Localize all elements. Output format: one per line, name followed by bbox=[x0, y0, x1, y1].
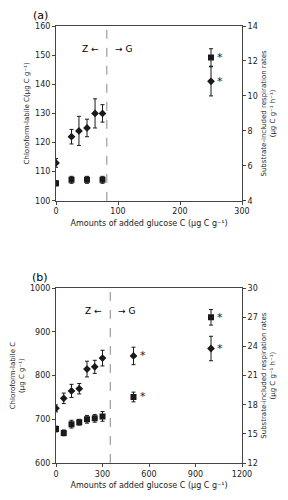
svg-text:Chloroform-labile C(μg C g⁻¹): Chloroform-labile C(μg C g⁻¹) bbox=[9, 342, 26, 410]
svg-text:*: * bbox=[217, 342, 223, 355]
svg-text:*: * bbox=[217, 311, 223, 324]
svg-text:10: 10 bbox=[248, 92, 258, 101]
svg-text:24: 24 bbox=[248, 342, 258, 351]
svg-text:30: 30 bbox=[248, 284, 258, 293]
svg-text:4: 4 bbox=[248, 197, 253, 206]
svg-text:160: 160 bbox=[35, 22, 50, 31]
svg-text:Substrate-included respiration: Substrate-included respiration rates(μg … bbox=[260, 312, 277, 439]
svg-text:*: * bbox=[217, 51, 223, 64]
svg-text:(a): (a) bbox=[33, 9, 48, 22]
svg-text:600: 600 bbox=[35, 459, 50, 468]
svg-text:300: 300 bbox=[234, 207, 249, 216]
svg-text:900: 900 bbox=[188, 470, 203, 479]
svg-text:130: 130 bbox=[35, 109, 50, 118]
svg-text:700: 700 bbox=[35, 415, 50, 424]
svg-text:Z ←: Z ← bbox=[85, 306, 102, 316]
svg-text:0: 0 bbox=[53, 470, 58, 479]
svg-text:200: 200 bbox=[172, 207, 187, 216]
svg-text:14: 14 bbox=[248, 22, 258, 31]
svg-text:100: 100 bbox=[110, 207, 125, 216]
svg-text:*: * bbox=[217, 75, 223, 88]
svg-text:300: 300 bbox=[95, 470, 110, 479]
svg-text:110: 110 bbox=[35, 167, 50, 176]
svg-text:1200: 1200 bbox=[232, 470, 252, 479]
svg-text:100: 100 bbox=[35, 197, 50, 206]
svg-text:Z ←: Z ← bbox=[82, 44, 99, 54]
svg-text:15: 15 bbox=[248, 430, 258, 439]
svg-text:800: 800 bbox=[35, 371, 50, 380]
svg-text:Amounts of added glucose C (μg: Amounts of added glucose C (μg C g⁻¹) bbox=[70, 481, 227, 490]
svg-text:→ G: → G bbox=[118, 306, 135, 316]
svg-text:600: 600 bbox=[141, 470, 156, 479]
svg-text:Chloroform-labile C(μg C g⁻¹): Chloroform-labile C(μg C g⁻¹) bbox=[23, 62, 31, 164]
svg-text:12: 12 bbox=[248, 57, 258, 66]
svg-text:6: 6 bbox=[248, 162, 253, 171]
svg-text:27: 27 bbox=[248, 313, 258, 322]
svg-text:18: 18 bbox=[248, 401, 258, 410]
svg-text:Substrate-included respiration: Substrate-included respiration rates(μg … bbox=[260, 50, 277, 177]
svg-text:(b): (b) bbox=[32, 271, 48, 284]
svg-text:21: 21 bbox=[248, 371, 258, 380]
svg-text:Amounts of added glucose C (μg: Amounts of added glucose C (μg C g⁻¹) bbox=[70, 219, 227, 228]
svg-text:*: * bbox=[140, 390, 146, 403]
svg-text:0: 0 bbox=[53, 207, 58, 216]
svg-text:8: 8 bbox=[248, 127, 253, 136]
svg-text:1000: 1000 bbox=[30, 284, 50, 293]
svg-text:120: 120 bbox=[35, 138, 50, 147]
svg-text:140: 140 bbox=[35, 80, 50, 89]
svg-text:→ G: → G bbox=[115, 44, 132, 54]
svg-text:150: 150 bbox=[35, 51, 50, 60]
svg-text:900: 900 bbox=[35, 328, 50, 337]
svg-text:*: * bbox=[140, 349, 146, 362]
svg-text:12: 12 bbox=[248, 459, 258, 468]
